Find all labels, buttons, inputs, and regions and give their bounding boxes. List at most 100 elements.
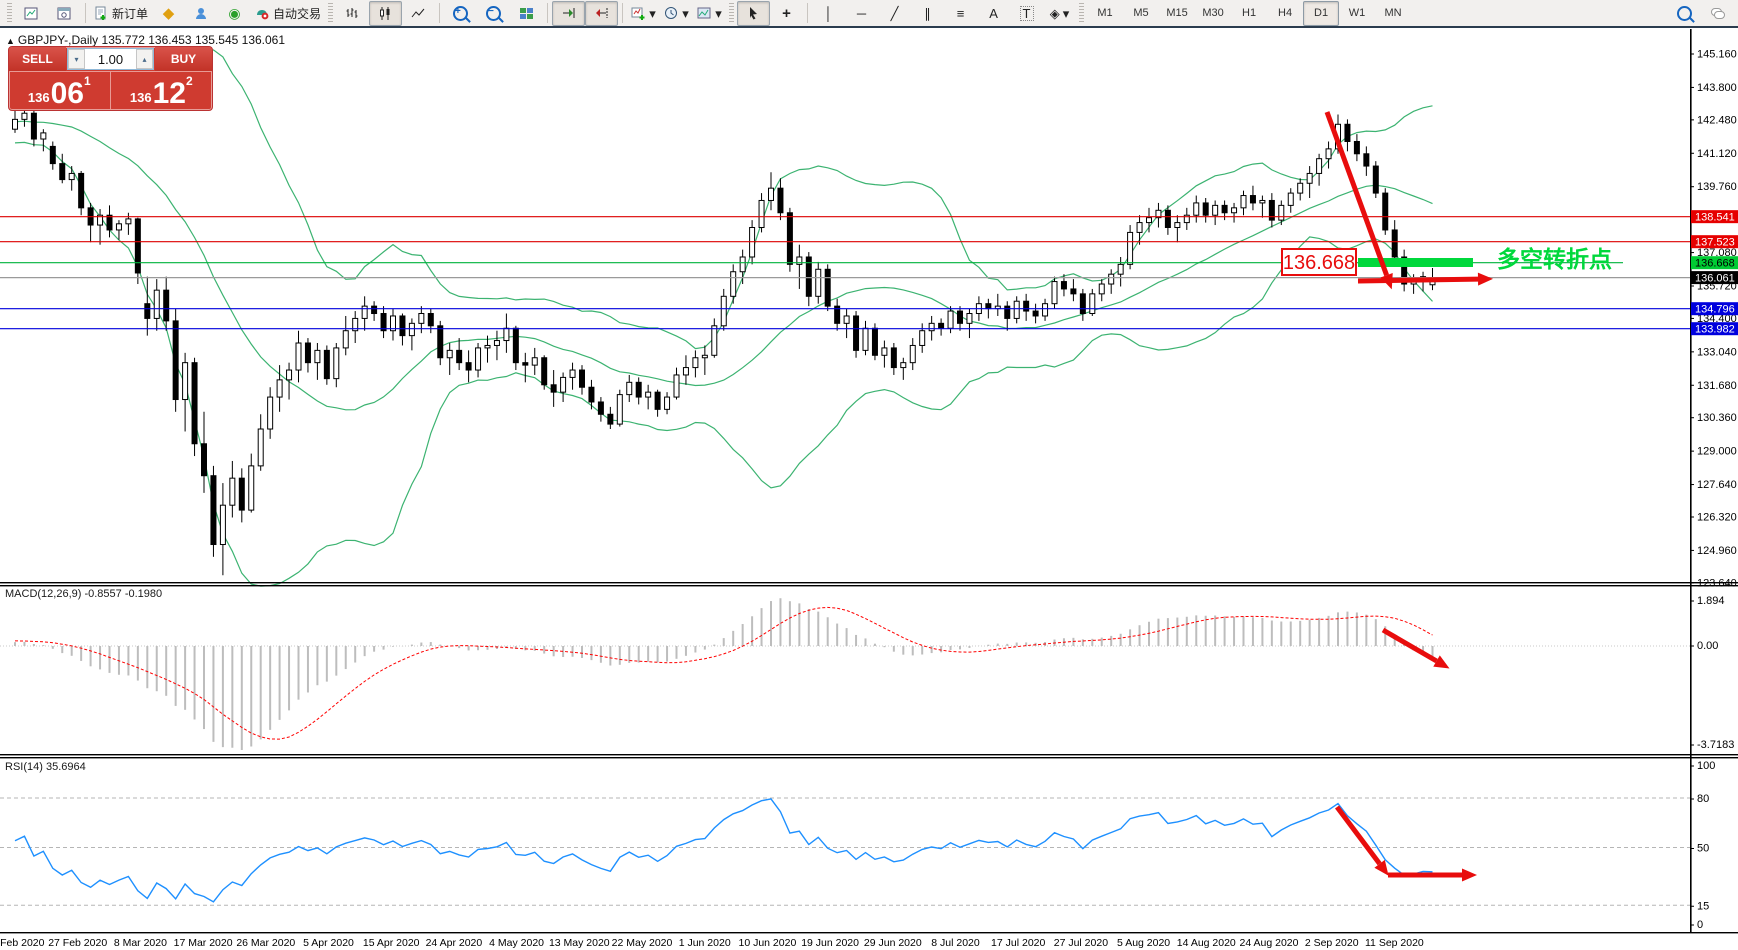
timeframe-mn[interactable]: MN (1384, 7, 1402, 19)
macd-tick-label: 0.00 (1697, 640, 1718, 652)
periods-clock-icon (665, 6, 678, 19)
price-tick-label: 133.040 (1697, 346, 1737, 358)
chart-canvas[interactable]: 145.160 143.800 142.480 141.120 139.760 137.0… (0, 29, 1738, 950)
label-tool[interactable]: T (1010, 1, 1043, 26)
search-button[interactable] (1668, 1, 1701, 26)
support-bar-annotation (1358, 258, 1473, 267)
crosshair-button[interactable]: + (770, 1, 803, 26)
cursor-button[interactable] (737, 0, 771, 26)
indicators-button[interactable]: ▾ (627, 1, 660, 26)
auto-scroll-button[interactable] (552, 0, 586, 26)
auto-trading-button[interactable]: 自动交易 (251, 1, 325, 26)
auto-trading-icon (257, 9, 269, 19)
line-chart-button[interactable] (402, 1, 435, 26)
vertical-line-tool[interactable]: │ (812, 1, 845, 26)
candle-body (1353, 140, 1360, 155)
timeframe-w1[interactable]: W1 (1348, 7, 1366, 19)
collapse-icon[interactable]: ▲ (6, 36, 15, 46)
indicators-icon (631, 7, 645, 20)
sell-price[interactable]: 136 06 1 (9, 72, 111, 110)
candle-body (21, 112, 28, 120)
candle-body (645, 391, 652, 398)
candle-body (815, 268, 822, 297)
buy-button[interactable]: BUY (155, 47, 212, 71)
text-tool[interactable]: A (977, 1, 1010, 26)
timeframe-m30[interactable]: M30 (1202, 7, 1224, 19)
trendline-tool[interactable]: ╱ (878, 1, 911, 26)
candle-body (446, 349, 453, 359)
market-button[interactable]: ◆ (152, 1, 185, 26)
candle-body (1391, 229, 1398, 258)
candle-body (834, 305, 841, 324)
channel-tool[interactable]: ∥ (911, 1, 944, 26)
channel-icon: ∥ (924, 5, 931, 21)
new-order-button[interactable]: 新订单 (90, 1, 152, 26)
candle-body (49, 145, 56, 165)
price-tick-label: 131.680 (1697, 380, 1737, 392)
candle-body (985, 303, 992, 310)
chat-button[interactable] (1701, 1, 1734, 26)
chat-icon (1710, 8, 1725, 19)
toolbar-separator (85, 3, 86, 23)
broadcast-button[interactable]: ◉ (218, 1, 251, 26)
timeframe-d1[interactable]: D1 (1303, 0, 1340, 26)
candle-body (1108, 273, 1115, 285)
candle-body (1032, 310, 1039, 317)
tile-windows-button[interactable] (510, 1, 543, 26)
candle-body (805, 256, 812, 297)
chart-shift-button[interactable] (585, 0, 619, 26)
price-tick-label: 139.760 (1697, 181, 1737, 193)
fibonacci-tool[interactable]: ≡ (944, 1, 977, 26)
templates-button[interactable]: ▾ (693, 1, 726, 26)
horizontal-line-tool[interactable]: ─ (845, 1, 878, 26)
candle-body (210, 475, 217, 546)
date-label: 17 Mar 2020 (174, 937, 233, 949)
candle-body (682, 367, 689, 376)
zoom-in-button[interactable]: + (444, 1, 477, 26)
horizontal-line-icon: ─ (856, 5, 867, 21)
dropdown-icon: ▾ (682, 5, 689, 21)
sell-button[interactable]: SELL (9, 47, 66, 71)
toolbar-grip (1079, 3, 1085, 23)
periods-button[interactable]: ▾ (660, 1, 693, 26)
turning-point-note: 多空转折点 (1497, 246, 1612, 272)
signals-button[interactable] (185, 1, 218, 26)
annotation-arrowhead-4 (1462, 868, 1477, 882)
chart-area[interactable]: 145.160 143.800 142.480 141.120 139.760 137.0… (0, 29, 1738, 950)
timeframe-m15[interactable]: M15 (1166, 7, 1188, 19)
candle-body (654, 391, 661, 410)
candle-body (616, 394, 623, 425)
timeframe-h1[interactable]: H1 (1242, 7, 1257, 19)
zoom-out-button[interactable]: − (477, 1, 510, 26)
buy-price[interactable]: 136 12 2 (111, 72, 213, 110)
volume-input[interactable]: 1.00 (85, 49, 136, 69)
price-badge (1691, 210, 1738, 224)
date-label: 14 Aug 2020 (1177, 937, 1236, 949)
candle-body (512, 327, 519, 364)
price-tick-label: 124.960 (1697, 545, 1737, 557)
bar-chart-button[interactable] (336, 1, 369, 26)
price-tick-label: 130.360 (1697, 412, 1737, 424)
auto-scroll-icon (563, 7, 575, 18)
candle-body (862, 327, 869, 351)
annotation-arrowhead-3 (1374, 859, 1389, 876)
timeframe-m5[interactable]: M5 (1133, 7, 1149, 19)
price-badge (1691, 256, 1738, 270)
new-chart-button[interactable] (15, 1, 48, 26)
candle-body (597, 401, 604, 415)
candle-body (1174, 222, 1181, 228)
rsi-tick-label: 50 (1697, 843, 1709, 855)
candle-body (928, 322, 935, 332)
candle-body (1268, 199, 1275, 221)
volume-down-button[interactable]: ▾ (68, 49, 85, 69)
candle-body (881, 347, 888, 356)
volume-up-button[interactable]: ▴ (136, 49, 153, 69)
timeframe-m1[interactable]: M1 (1097, 7, 1113, 19)
candle-chart-button[interactable] (369, 0, 403, 26)
sell-price-figure: 136 (27, 89, 50, 105)
timeframe-h4[interactable]: H4 (1278, 7, 1293, 19)
arrows-tool[interactable]: ◈ ▾ (1043, 1, 1076, 26)
buy-price-point: 2 (185, 74, 193, 88)
profiles-button[interactable] (48, 1, 81, 26)
dropdown-icon: ▾ (715, 5, 722, 21)
